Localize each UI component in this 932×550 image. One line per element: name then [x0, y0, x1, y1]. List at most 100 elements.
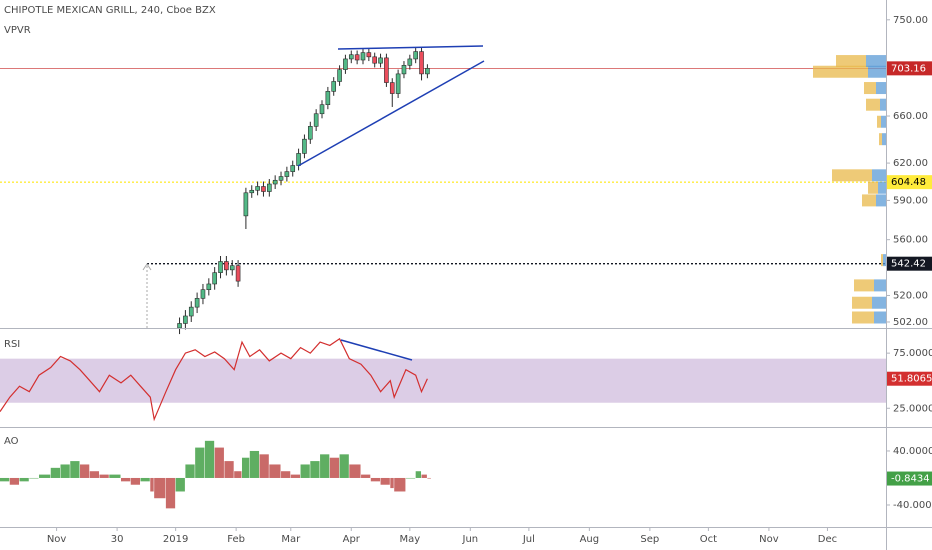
y-tick-label: 520.00: [893, 290, 928, 301]
ao-bar: [120, 477, 131, 482]
ao-bar: [361, 474, 371, 478]
rsi-line: [0, 337, 428, 422]
ao-bar: [29, 477, 39, 479]
candle-body: [267, 183, 272, 192]
candle-body: [235, 265, 241, 282]
indicator-name: VPVR: [4, 25, 31, 36]
ao-bar: [241, 457, 250, 478]
x-tick-label: Jun: [462, 534, 479, 545]
ao-bar: [9, 477, 20, 485]
candle-body: [249, 189, 255, 194]
candle-body: [313, 113, 319, 127]
ao-bar: [300, 464, 310, 478]
candle-body: [278, 176, 284, 181]
chart-title: CHIPOTLE MEXICAN GRILL, 240, Cboe BZX: [4, 5, 216, 16]
x-tick-label: Apr: [343, 534, 361, 545]
volume-profile-up: [872, 169, 886, 182]
y-tick-label: 590.00: [893, 195, 928, 206]
ao-bar: [185, 464, 195, 478]
ao-bar: [370, 477, 381, 482]
ao-bar: [195, 447, 205, 478]
ao-bar: [154, 477, 166, 499]
volume-profile-down: [832, 169, 872, 182]
ao-bar: [415, 471, 422, 478]
candle-body: [302, 138, 307, 154]
candle-body: [366, 52, 372, 58]
ao-bar: [329, 457, 340, 478]
price-line-label-box: [887, 61, 932, 76]
last-value-label-box: [887, 371, 932, 386]
x-tick-label: 30: [111, 534, 124, 545]
candle-body: [183, 315, 188, 324]
candle-body: [378, 57, 383, 64]
volume-profile-up: [880, 98, 886, 111]
ao-bar: [394, 477, 406, 492]
candle-body: [407, 58, 413, 66]
volume-profile-up: [874, 279, 886, 292]
x-tick-label: Oct: [700, 534, 717, 545]
volume-profile-down: [854, 279, 874, 292]
last-value-label: -0.8434: [891, 474, 930, 485]
volume-profile-up: [878, 181, 886, 194]
arrow-head: [142, 263, 152, 271]
ao-bar: [224, 461, 234, 478]
ao-bar: [290, 474, 301, 478]
candle-body: [188, 306, 194, 317]
volume-profile-down: [866, 98, 880, 111]
ao-bar: [99, 474, 109, 478]
ao-bar: [50, 467, 60, 478]
candle-body: [296, 153, 301, 166]
ao-bar: [130, 477, 141, 485]
volume-profile-up: [883, 254, 886, 267]
candle-body: [354, 54, 360, 61]
y-tick-label: 750.00: [893, 15, 928, 26]
candle-body: [425, 68, 430, 75]
candle-body: [343, 58, 348, 70]
volume-profile-down: [864, 82, 876, 95]
y-tick-label: 560.00: [893, 235, 928, 246]
volume-profile-up: [866, 55, 886, 68]
candle-body: [413, 51, 418, 60]
volume-profile-down: [881, 254, 883, 267]
candle-body: [272, 179, 278, 185]
price-line-label: 604.48: [891, 177, 926, 188]
ao-bar: [405, 477, 416, 479]
x-tick-label: Aug: [580, 534, 600, 545]
candle-body: [218, 261, 223, 273]
last-value-label-box: [887, 471, 932, 486]
ao-bar: [140, 477, 150, 482]
volume-profile-up: [876, 194, 886, 207]
pane-title: RSI: [4, 339, 20, 350]
candle-body: [372, 56, 377, 64]
candle-body: [395, 73, 401, 94]
ao-bar: [269, 464, 281, 478]
volume-profile-up: [868, 65, 886, 78]
ao-bar: [234, 471, 242, 478]
ao-bar: [109, 474, 121, 478]
volume-profile-up: [872, 296, 886, 309]
ao-bar: [214, 447, 224, 478]
ao-bar: [427, 477, 431, 479]
volume-profile-up: [882, 133, 886, 146]
y-tick-label: -40.0000: [893, 500, 932, 511]
ao-bar: [39, 474, 51, 478]
last-value-label: 51.8065: [891, 374, 932, 385]
ao-bar: [310, 461, 320, 478]
x-tick-label: Mar: [281, 534, 301, 545]
ao-bar: [339, 454, 349, 478]
ao-bar: [150, 477, 154, 492]
x-tick-label: Dec: [818, 534, 837, 545]
trend-line: [337, 45, 484, 50]
candle-body: [290, 165, 296, 172]
x-tick-label: Jul: [522, 534, 535, 545]
trend-line: [340, 339, 413, 361]
candle-body: [319, 104, 325, 115]
candle-body: [384, 57, 389, 83]
ao-bar: [165, 477, 176, 509]
volume-profile-down: [813, 65, 868, 78]
ao-bar: [175, 477, 185, 492]
volume-profile-up: [874, 311, 886, 324]
trend-line: [297, 60, 485, 167]
